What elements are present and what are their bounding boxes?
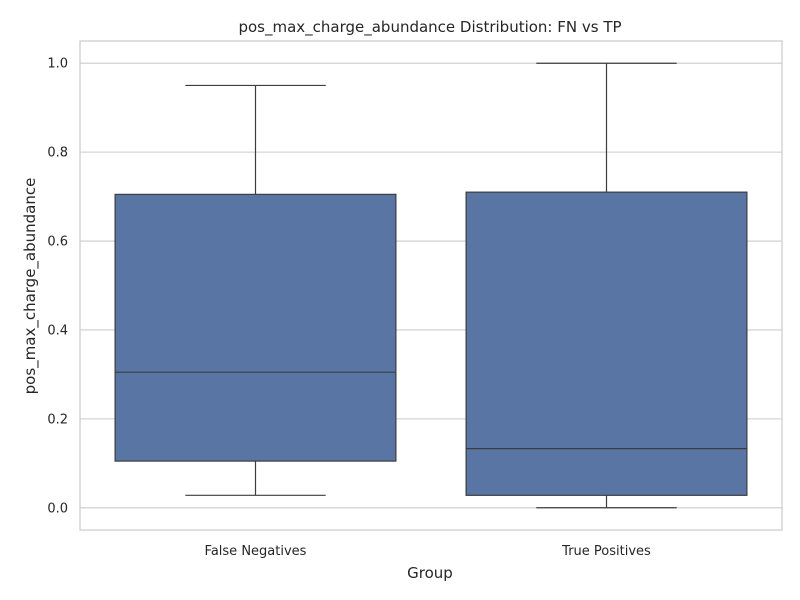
- y-axis-label: pos_max_charge_abundance: [21, 178, 40, 395]
- y-tick-label: 0.4: [47, 323, 68, 338]
- y-tick-label: 0.2: [47, 412, 68, 427]
- y-tick-labels: 0.0 0.2 0.4 0.6 0.8 1.0: [47, 57, 68, 517]
- boxes: [114, 62, 748, 509]
- box-iqr: [465, 191, 748, 496]
- box-group: [465, 62, 748, 509]
- chart-title: pos_max_charge_abundance Distribution: F…: [238, 18, 621, 37]
- x-tick-label: True Positives: [561, 544, 651, 559]
- box-iqr: [114, 193, 397, 462]
- x-axis-label: Group: [407, 564, 453, 582]
- y-tick-label: 0.0: [47, 501, 68, 516]
- y-tick-label: 1.0: [47, 57, 68, 72]
- box-group: [114, 84, 397, 496]
- y-tick-label: 0.6: [47, 235, 68, 250]
- x-tick-label: False Negatives: [205, 544, 307, 559]
- y-tick-label: 0.8: [47, 146, 68, 161]
- x-tick-labels: False Negatives True Positives: [205, 544, 651, 559]
